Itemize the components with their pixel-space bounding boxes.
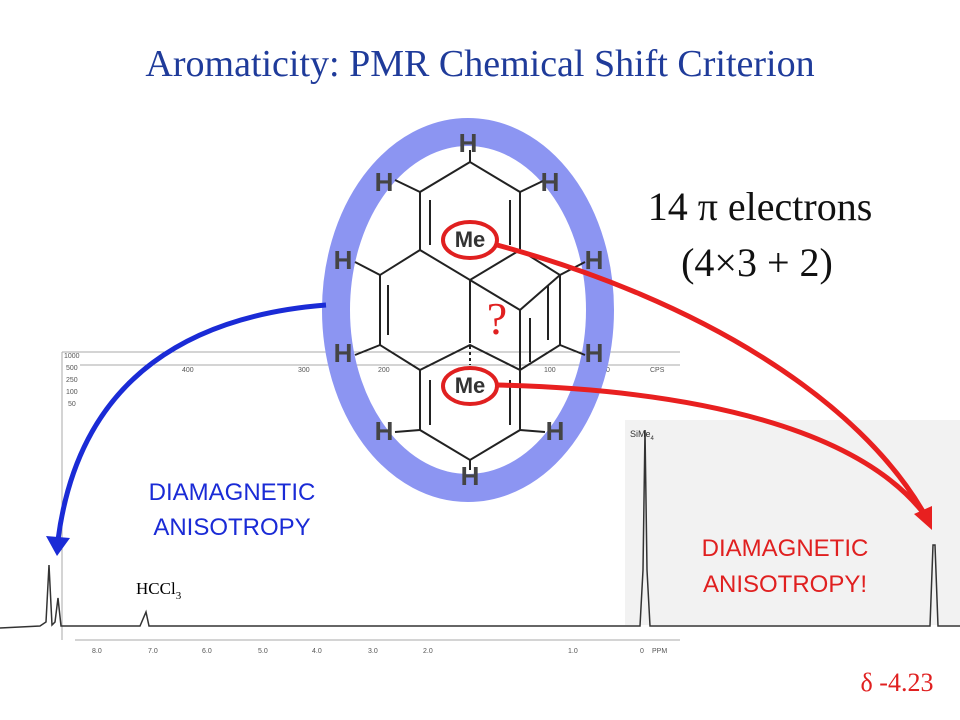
scale-label: 500 — [66, 365, 78, 372]
scale-label: CPS — [650, 367, 665, 374]
note: DIAMAGNETIC — [702, 535, 869, 562]
spectrum-labels: 1000 500 250 100 50 400 300 200 100 0 CP… — [64, 353, 667, 655]
hydrogen-label: H — [334, 338, 353, 368]
scale-label: 4.0 — [312, 648, 322, 655]
scale-label: 6.0 — [202, 648, 212, 655]
scale-label: 0 — [606, 367, 610, 374]
scale-label: 300 — [298, 367, 310, 374]
scale-label: 7.0 — [148, 648, 158, 655]
methyl-label: Me — [455, 373, 486, 398]
question-mark: ? — [487, 293, 507, 344]
hydrogen-label: H — [459, 128, 478, 158]
scale-label: 100 — [66, 389, 78, 396]
hydrogen-label: H — [585, 245, 604, 275]
scale-label: 1000 — [64, 353, 80, 360]
scale-label: 5.0 — [258, 648, 268, 655]
hydrogen-label: H — [546, 416, 565, 446]
methyl-label: Me — [455, 227, 486, 252]
chemical-shift: δ -4.23 — [861, 668, 934, 697]
hydrogen-label: H — [334, 245, 353, 275]
scale-label: PPM — [652, 648, 667, 655]
scale-label: 0 — [640, 648, 644, 655]
spectrum-trace — [0, 429, 960, 629]
molecule: Me Me H H H H H H H H H H ? — [322, 118, 614, 502]
arrow — [496, 382, 927, 517]
note: ANISOTROPY — [153, 514, 310, 541]
hydrogen-label: H — [375, 416, 394, 446]
hydrogen-label: H — [541, 167, 560, 197]
scale-label: 2.0 — [423, 648, 433, 655]
title: Aromaticity: PMR Chemical Shift Criterio… — [145, 43, 814, 85]
arrow — [496, 242, 928, 517]
arrowhead — [46, 536, 70, 556]
scale-label: 3.0 — [368, 648, 378, 655]
scale-label: 8.0 — [92, 648, 102, 655]
note: ANISOTROPY! — [703, 571, 867, 598]
electron-count: 14 π electrons — [648, 184, 873, 229]
scale-label: 400 — [182, 367, 194, 374]
scale-label: 1.0 — [568, 648, 578, 655]
peak-label: HCCl3 — [136, 579, 182, 602]
hydrogen-label: H — [375, 167, 394, 197]
scale-label: 100 — [544, 367, 556, 374]
scale-label: 50 — [68, 401, 76, 408]
arrowhead — [914, 506, 932, 530]
note: DIAMAGNETIC — [149, 479, 316, 506]
arrow — [55, 302, 327, 541]
scale-label: 250 — [66, 377, 78, 384]
hydrogen-label: H — [461, 461, 480, 491]
peak-label: SiMe4 — [630, 429, 655, 442]
hydrogen-label: H — [585, 338, 604, 368]
huckel-rule: (4×3 + 2) — [681, 240, 833, 285]
scale-label: 200 — [378, 367, 390, 374]
inset-panel — [625, 420, 960, 625]
